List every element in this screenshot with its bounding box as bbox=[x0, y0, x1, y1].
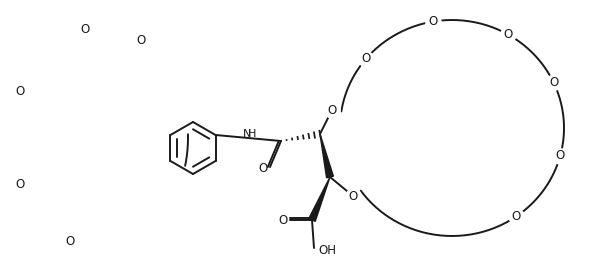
Text: O: O bbox=[512, 210, 521, 223]
Text: O: O bbox=[362, 52, 371, 65]
Text: O: O bbox=[428, 15, 437, 28]
Text: N: N bbox=[243, 129, 252, 139]
Text: O: O bbox=[15, 85, 25, 98]
Text: O: O bbox=[258, 162, 268, 174]
Text: O: O bbox=[65, 235, 74, 248]
Text: OH: OH bbox=[318, 244, 336, 258]
Text: O: O bbox=[556, 150, 565, 162]
Text: O: O bbox=[80, 23, 89, 36]
Polygon shape bbox=[320, 134, 333, 178]
Text: O: O bbox=[278, 214, 287, 227]
Text: O: O bbox=[349, 190, 358, 202]
Text: O: O bbox=[503, 28, 513, 41]
Text: O: O bbox=[15, 178, 25, 191]
Text: O: O bbox=[549, 76, 558, 89]
Text: O: O bbox=[137, 34, 146, 47]
Text: H: H bbox=[248, 129, 256, 139]
Text: O: O bbox=[327, 104, 337, 116]
Polygon shape bbox=[309, 177, 330, 221]
